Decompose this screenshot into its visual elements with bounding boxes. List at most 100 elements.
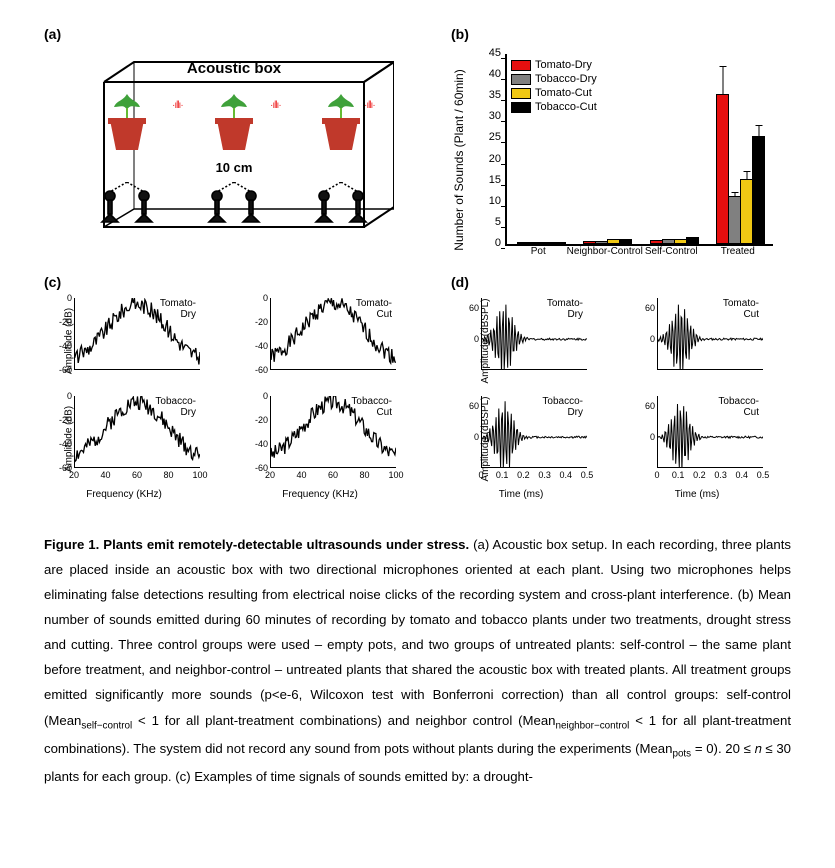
trace	[74, 396, 200, 468]
trace	[74, 298, 200, 370]
ytick: 0	[44, 293, 74, 303]
b-legend-row: Tomato-Dry	[511, 58, 597, 72]
ytick: 60	[451, 401, 481, 411]
ytick: 0	[240, 391, 270, 401]
row-ab: (a) Acoustic box ·ıllı· ·ıllı· ·ıllı·	[44, 26, 791, 266]
xtick: 20	[265, 470, 275, 480]
xtick: 40	[296, 470, 306, 480]
b-legend-row: Tobacco-Dry	[511, 72, 597, 86]
panel-a-label: (a)	[44, 26, 424, 42]
ytick: -40	[240, 341, 270, 351]
ytick: -40	[240, 439, 270, 449]
caption-part-0: (a) Acoustic box setup. In each recordin…	[44, 537, 791, 728]
plant-icon	[204, 92, 264, 162]
xtick: 60	[328, 470, 338, 480]
caption-sub1: self−control	[81, 720, 132, 731]
caption-lead: Figure 1. Plants emit remotely-detectabl…	[44, 537, 469, 552]
panel-d-label: (d)	[451, 274, 791, 290]
b-legend: Tomato-DryTobacco-DryTomato-CutTobacco-C…	[511, 58, 597, 114]
subplot: Tobacco- Dry60000.10.20.30.40.5Time (ms)…	[451, 394, 591, 484]
plant-icon	[97, 92, 157, 162]
xtick: 0.4	[736, 470, 749, 480]
panel-d: (d) Tomato- Dry600Amplitude (dBSPL)Tomat…	[451, 274, 791, 514]
xtick: 0.3	[714, 470, 727, 480]
xtick: 0	[654, 470, 659, 480]
xtick: 0.2	[517, 470, 530, 480]
plant-icon	[311, 92, 371, 162]
ylabel: Amplitude (dB)	[64, 308, 75, 374]
xtick: 0.1	[496, 470, 509, 480]
b-legend-row: Tobacco-Cut	[511, 100, 597, 114]
panel-a: (a) Acoustic box ·ıllı· ·ıllı· ·ıllı·	[44, 26, 424, 266]
xlabel: Time (ms)	[675, 489, 720, 500]
mic-pair-icon	[306, 182, 376, 233]
xtick: 80	[359, 470, 369, 480]
b-ytick-label: 25	[477, 131, 501, 143]
subplot: Tomato- Cut0-20-40-60	[240, 296, 400, 386]
panel-c: (c) Tomato- Dry0-20-40-60Amplitude (dB)T…	[44, 274, 424, 514]
acoustic-box-title: Acoustic box	[187, 60, 281, 77]
b-xtick-label: Treated	[721, 246, 755, 257]
trace	[481, 298, 587, 370]
figure-caption: Figure 1. Plants emit remotely-detectabl…	[44, 532, 791, 790]
ytick: 0	[627, 432, 657, 442]
b-legend-row: Tomato-Cut	[511, 86, 597, 100]
b-bar	[686, 237, 699, 244]
xtick: 100	[388, 470, 403, 480]
b-xtick-label: Self-Control	[645, 246, 698, 257]
b-ylabel: Number of Sounds (Plant / 60min)	[452, 69, 466, 250]
panel-b-label: (b)	[451, 26, 791, 42]
subplot: Tomato- Dry0-20-40-60Amplitude (dB)	[44, 296, 204, 386]
ytick: 0	[627, 334, 657, 344]
xlabel: Time (ms)	[499, 489, 544, 500]
b-ytick-label: 5	[477, 216, 501, 228]
plants-row	[74, 92, 394, 162]
acoustic-box-diagram: Acoustic box ·ıllı· ·ıllı· ·ıllı·	[74, 52, 394, 252]
ytick: 0	[451, 432, 481, 442]
distance-label: 10 cm	[216, 160, 253, 175]
b-bar	[752, 136, 765, 244]
trace	[481, 396, 587, 468]
panel-c-grid: Tomato- Dry0-20-40-60Amplitude (dB)Tomat…	[44, 296, 424, 484]
b-ytick-label: 15	[477, 174, 501, 186]
subplot: Tobacco- Dry0-20-40-6020406080100Frequen…	[44, 394, 204, 484]
xtick: 0.4	[560, 470, 573, 480]
xlabel: Frequency (KHz)	[282, 489, 358, 500]
figure-page: (a) Acoustic box ·ıllı· ·ıllı· ·ıllı·	[0, 0, 835, 868]
ytick: -60	[240, 365, 270, 375]
xtick: 0.5	[581, 470, 594, 480]
trace	[657, 298, 763, 370]
b-xtick-label: Neighbor-Control	[567, 246, 643, 257]
subplot: Tomato- Dry600Amplitude (dBSPL)	[451, 296, 591, 386]
trace	[270, 298, 396, 370]
b-ytick-label: 45	[477, 47, 501, 59]
subplot: Tobacco- Cut0-20-40-6020406080100Frequen…	[240, 394, 400, 484]
panel-b: (b) Number of Sounds (Plant / 60min) Tom…	[451, 26, 791, 266]
xtick: 0.5	[757, 470, 770, 480]
ytick: -20	[240, 415, 270, 425]
ytick: 60	[627, 303, 657, 313]
panel-c-label: (c)	[44, 274, 424, 290]
b-ytick-label: 20	[477, 153, 501, 165]
xtick: 40	[100, 470, 110, 480]
xtick: 0.1	[672, 470, 685, 480]
xtick: 80	[163, 470, 173, 480]
row-cd: (c) Tomato- Dry0-20-40-60Amplitude (dB)T…	[44, 274, 791, 514]
b-ytick-label: 10	[477, 195, 501, 207]
trace	[657, 396, 763, 468]
xtick: 0.3	[538, 470, 551, 480]
xtick: 60	[132, 470, 142, 480]
caption-sub2: neighbor−control	[556, 720, 630, 731]
xtick: 100	[192, 470, 207, 480]
b-ytick-label: 35	[477, 89, 501, 101]
bar-chart: Number of Sounds (Plant / 60min) Tomato-…	[451, 50, 781, 270]
ytick: 60	[451, 303, 481, 313]
b-ytick-label: 0	[477, 237, 501, 249]
b-bar	[553, 242, 566, 244]
caption-sub3: pots	[672, 749, 691, 760]
subplot: Tomato- Cut600	[627, 296, 767, 386]
mic-pair-icon	[92, 182, 162, 233]
panel-d-grid: Tomato- Dry600Amplitude (dBSPL)Tomato- C…	[451, 296, 791, 484]
xtick: 0.2	[693, 470, 706, 480]
ytick: -20	[240, 317, 270, 327]
